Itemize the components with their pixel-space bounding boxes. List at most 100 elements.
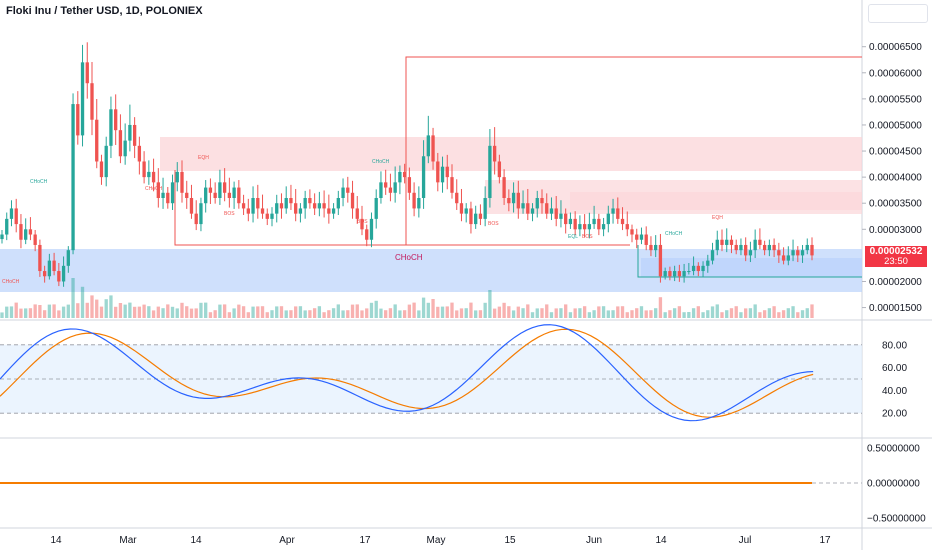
volume-bar bbox=[630, 310, 634, 318]
time-tick-label: 14 bbox=[190, 535, 202, 546]
volume-bar bbox=[355, 304, 359, 318]
candle-body bbox=[630, 229, 634, 235]
volume-bar bbox=[762, 310, 767, 318]
candle-body bbox=[308, 198, 312, 204]
volume-bar bbox=[459, 308, 464, 318]
candle-body bbox=[464, 208, 468, 214]
candle-body bbox=[71, 104, 75, 251]
volume-bar bbox=[331, 308, 336, 318]
candle-body bbox=[672, 271, 677, 277]
smc-tag: CHoCH bbox=[145, 186, 163, 192]
price-tick-label: 0.00004000 bbox=[869, 173, 922, 184]
volume-bar bbox=[568, 312, 573, 318]
candle-body bbox=[128, 124, 132, 141]
volume-bar bbox=[47, 304, 52, 318]
candle-body bbox=[365, 229, 369, 240]
candle-body bbox=[275, 203, 279, 214]
volume-bar bbox=[28, 308, 33, 318]
volume-bar bbox=[393, 304, 397, 318]
candle-body bbox=[696, 265, 700, 272]
stoch-tick-label: 80.00 bbox=[882, 340, 907, 351]
candle-body bbox=[535, 198, 539, 209]
price-tick-label: 0.00006500 bbox=[869, 42, 922, 53]
volume-bar bbox=[38, 305, 42, 318]
volume-bar bbox=[33, 304, 37, 318]
volume-bar bbox=[170, 306, 175, 318]
volume-bar bbox=[5, 306, 9, 318]
smc-tag: BOS bbox=[224, 211, 235, 217]
candle-body bbox=[360, 218, 364, 230]
volume-bar bbox=[781, 310, 786, 318]
volume-bar bbox=[14, 302, 18, 318]
volume-bar bbox=[322, 312, 326, 318]
volume-bar bbox=[137, 306, 142, 318]
candle-body bbox=[455, 192, 459, 204]
candle-body bbox=[639, 234, 644, 240]
smc-tag: CHoCH bbox=[665, 231, 683, 237]
candle-body bbox=[118, 130, 123, 157]
price-tick-label: 0.00001500 bbox=[869, 303, 922, 314]
candle-body bbox=[644, 234, 648, 245]
price-tick-label: 0.00002000 bbox=[869, 277, 922, 288]
stoch-d-line bbox=[0, 328, 814, 418]
volume-bar bbox=[748, 308, 753, 318]
volume-bar bbox=[758, 312, 762, 318]
oscillator-tick-label: 0.50000000 bbox=[867, 444, 920, 455]
candle-body bbox=[805, 244, 809, 251]
candle-body bbox=[38, 244, 42, 272]
volume-bar bbox=[606, 310, 610, 318]
oscillator-tick-label: −0.50000000 bbox=[867, 514, 926, 525]
candle-body bbox=[95, 119, 99, 162]
volume-bar bbox=[507, 306, 511, 318]
candle-body bbox=[161, 192, 165, 198]
volume-bar bbox=[71, 278, 75, 318]
volume-bar bbox=[592, 310, 596, 318]
candle-body bbox=[620, 218, 625, 225]
candle-body bbox=[66, 250, 70, 266]
candle-body bbox=[710, 250, 715, 261]
candle-body bbox=[753, 239, 757, 251]
candle-body bbox=[346, 187, 350, 193]
volume-bar bbox=[715, 304, 719, 318]
candle-body bbox=[336, 198, 340, 209]
volume-bar bbox=[492, 308, 497, 318]
price-scale-search-box[interactable] bbox=[868, 4, 928, 23]
volume-bar bbox=[511, 310, 516, 318]
volume-bar bbox=[222, 304, 227, 318]
volume-bar bbox=[559, 308, 563, 318]
candle-body bbox=[246, 208, 250, 214]
volume-bar bbox=[142, 304, 146, 318]
volume-bar bbox=[578, 308, 582, 318]
candle-body bbox=[256, 198, 260, 209]
volume-bar bbox=[265, 312, 269, 318]
volume-bar bbox=[772, 306, 776, 318]
volume-bar bbox=[185, 306, 189, 318]
volume-bar bbox=[654, 308, 658, 318]
volume-bar bbox=[483, 302, 487, 318]
volume-bar bbox=[166, 304, 170, 318]
volume-bar bbox=[336, 304, 340, 318]
volume-bar bbox=[474, 310, 478, 318]
volume-bar bbox=[497, 306, 502, 318]
candle-body bbox=[587, 224, 592, 230]
candle-body bbox=[156, 182, 160, 198]
volume-bar bbox=[284, 310, 288, 318]
candle-body bbox=[251, 198, 255, 214]
bar-countdown: 23:50 bbox=[884, 256, 908, 267]
candle-body bbox=[137, 145, 142, 162]
candle-body bbox=[279, 203, 284, 209]
time-tick-label: 15 bbox=[504, 535, 516, 546]
candle-body bbox=[384, 182, 388, 188]
candle-body bbox=[393, 182, 397, 193]
volume-bar bbox=[308, 310, 312, 318]
volume-bar bbox=[341, 310, 345, 318]
volume-bar bbox=[270, 310, 274, 318]
supply-zone bbox=[570, 192, 862, 210]
time-tick-label: 14 bbox=[50, 535, 62, 546]
volume-bar bbox=[663, 312, 667, 318]
volume-bar bbox=[161, 308, 165, 318]
candle-body bbox=[762, 244, 767, 251]
candle-body bbox=[369, 218, 374, 240]
candle-body bbox=[777, 250, 781, 256]
